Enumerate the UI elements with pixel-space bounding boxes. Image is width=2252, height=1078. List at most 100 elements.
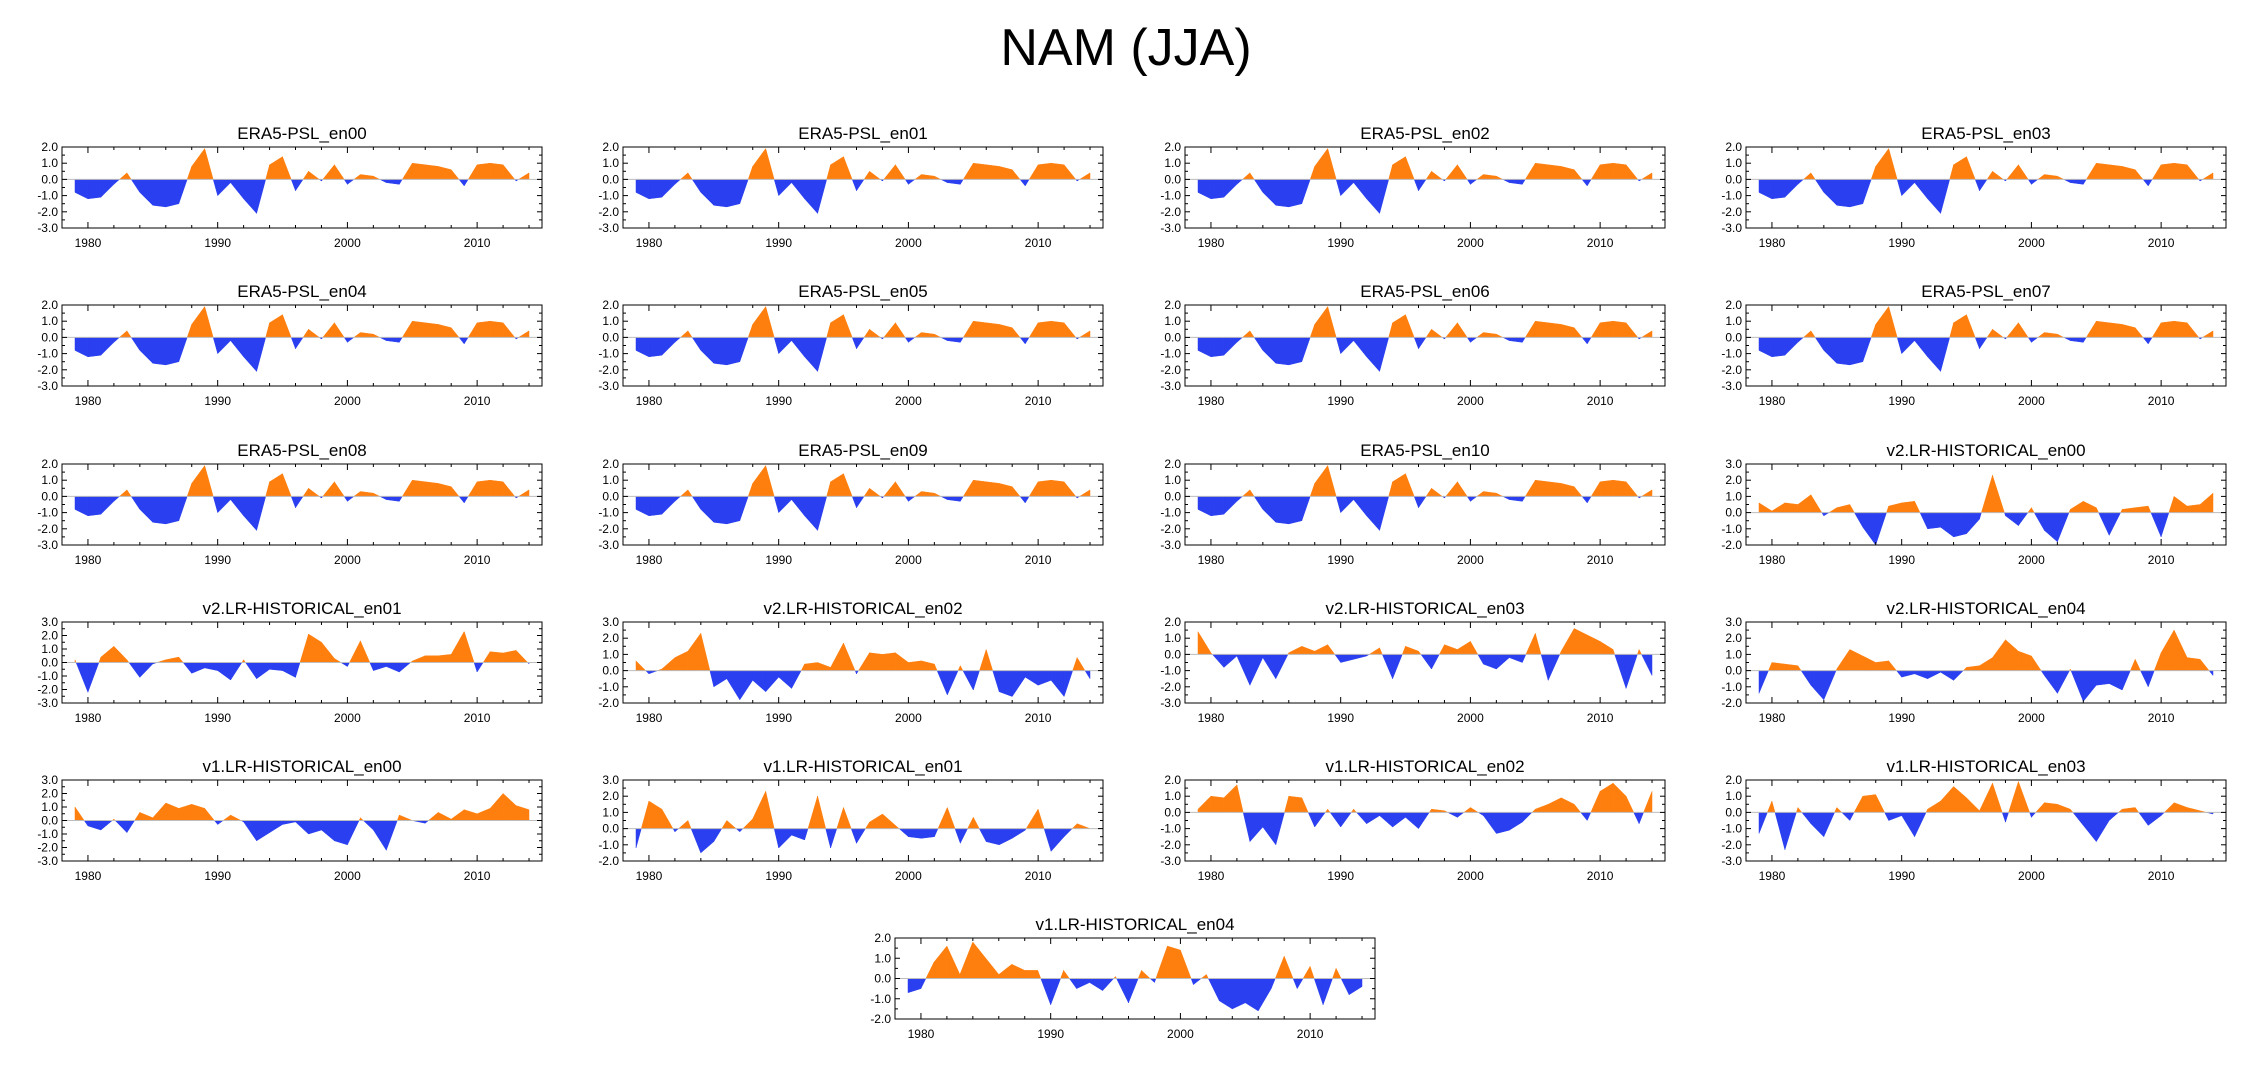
anomaly-segment xyxy=(517,489,530,497)
anomaly-segment xyxy=(1823,179,1838,206)
anomaly-segment xyxy=(1457,480,1468,497)
anomaly-segment xyxy=(1888,502,1902,513)
anomaly-segment xyxy=(1927,179,1941,215)
anomaly-segment xyxy=(1043,828,1052,852)
x-tick-label: 1980 xyxy=(1759,394,1786,408)
anomaly-segment xyxy=(424,481,439,497)
anomaly-segment xyxy=(1366,812,1380,825)
anomaly-segment xyxy=(674,337,682,343)
plot-frame xyxy=(1184,146,1666,229)
anomaly-segment xyxy=(2070,179,2084,185)
anomaly-segment xyxy=(1823,670,1837,700)
y-tick-label: -3.0 xyxy=(1160,379,1181,393)
y-tick-label: 2.0 xyxy=(602,457,619,471)
anomaly-segment xyxy=(1810,812,1825,838)
anomaly-segment xyxy=(1888,148,1898,180)
y-tick-label: 2.0 xyxy=(602,631,619,645)
anomaly-segment xyxy=(1353,496,1367,517)
anomaly-segment xyxy=(178,656,184,663)
anomaly-segment xyxy=(2083,670,2097,703)
y-tick-label: 2.0 xyxy=(1725,773,1742,787)
y-tick-label: -2.0 xyxy=(1160,522,1181,536)
anomaly-segment xyxy=(765,465,775,497)
anomaly-segment xyxy=(1249,172,1255,180)
anomaly-segment xyxy=(308,170,321,180)
anomaly-segment xyxy=(869,170,882,180)
y-tick-label: -1.0 xyxy=(1721,522,1742,536)
anomaly-segment xyxy=(1599,782,1614,813)
anomaly-segment xyxy=(791,337,805,358)
anomaly-segment xyxy=(476,479,491,497)
anomaly-segment xyxy=(1633,812,1640,824)
anomaly-segment xyxy=(1927,670,1941,680)
anomaly-segment xyxy=(1211,654,1225,669)
anomaly-segment xyxy=(424,655,439,663)
anomaly-segment xyxy=(139,496,154,523)
anomaly-segment xyxy=(960,828,969,844)
anomaly-segment xyxy=(1314,147,1328,180)
anomaly-segment xyxy=(1483,654,1497,670)
anomaly-segment xyxy=(726,670,741,701)
anomaly-segment xyxy=(1599,640,1614,655)
anomaly-segment xyxy=(791,496,805,517)
y-tick-label: 1.0 xyxy=(602,156,619,170)
anomaly-segment xyxy=(700,337,715,364)
anomaly-segment xyxy=(399,337,403,344)
anomaly-segment xyxy=(1509,496,1523,502)
anomaly-segment xyxy=(2147,670,2155,687)
anomaly-segment xyxy=(2018,163,2029,180)
anomaly-segment xyxy=(1037,479,1052,497)
anomaly-segment xyxy=(1895,670,1902,678)
anomaly-segment xyxy=(2044,174,2058,180)
y-tick-label: -3.0 xyxy=(1721,379,1742,393)
anomaly-segment xyxy=(2140,670,2149,687)
anomaly-segment xyxy=(204,148,214,180)
y-tick-label: 0.0 xyxy=(1164,489,1181,503)
anomaly-segment xyxy=(2186,807,2201,813)
anomaly-segment xyxy=(1301,179,1311,204)
anomaly-segment xyxy=(152,802,167,821)
anomaly-segment xyxy=(308,820,322,835)
anomaly-segment xyxy=(1992,170,2005,180)
anomaly-segment xyxy=(476,162,491,180)
anomaly-segment xyxy=(1405,812,1419,830)
anomaly-segment xyxy=(2070,500,2084,513)
y-tick-label: -3.0 xyxy=(1160,854,1181,868)
anomaly-segment xyxy=(322,481,335,497)
anomaly-segment xyxy=(973,162,987,180)
x-tick-label: 2010 xyxy=(1025,394,1052,408)
anomaly-segment xyxy=(1024,670,1039,686)
anomaly-segment xyxy=(467,321,478,338)
anomaly-segment xyxy=(1329,812,1341,828)
anomaly-segment xyxy=(1327,643,1336,655)
anomaly-segment xyxy=(920,978,927,989)
y-tick-label: 3.0 xyxy=(41,615,58,629)
anomaly-segment xyxy=(100,337,115,356)
anomaly-segment xyxy=(2186,322,2200,338)
anomaly-segment xyxy=(679,172,689,180)
anomaly-segment xyxy=(1210,795,1225,813)
y-tick-label: 2.0 xyxy=(602,298,619,312)
anomaly-segment xyxy=(517,172,530,180)
anomaly-segment xyxy=(778,496,792,514)
anomaly-segment xyxy=(243,496,257,532)
anomaly-segment xyxy=(1573,485,1583,497)
y-tick-label: -2.0 xyxy=(1721,205,1742,219)
anomaly-segment xyxy=(1979,783,1993,813)
anomaly-segment xyxy=(2029,812,2032,818)
plot-frame xyxy=(1184,304,1666,387)
anomaly-segment xyxy=(178,496,188,521)
anomaly-segment xyxy=(1388,164,1393,180)
anomaly-segment xyxy=(1940,337,1951,372)
anomaly-segment xyxy=(1078,172,1091,180)
anomaly-segment xyxy=(1076,823,1091,829)
anomaly-segment xyxy=(1302,965,1311,979)
anomaly-segment xyxy=(2150,512,2162,537)
x-tick-label: 1980 xyxy=(1759,869,1786,883)
anomaly-segment xyxy=(2108,812,2120,822)
anomaly-segment xyxy=(1797,494,1812,513)
anomaly-segment xyxy=(765,306,775,338)
anomaly-segment xyxy=(973,479,987,497)
anomaly-segment xyxy=(1522,179,1526,186)
anomaly-segment xyxy=(2121,670,2131,691)
